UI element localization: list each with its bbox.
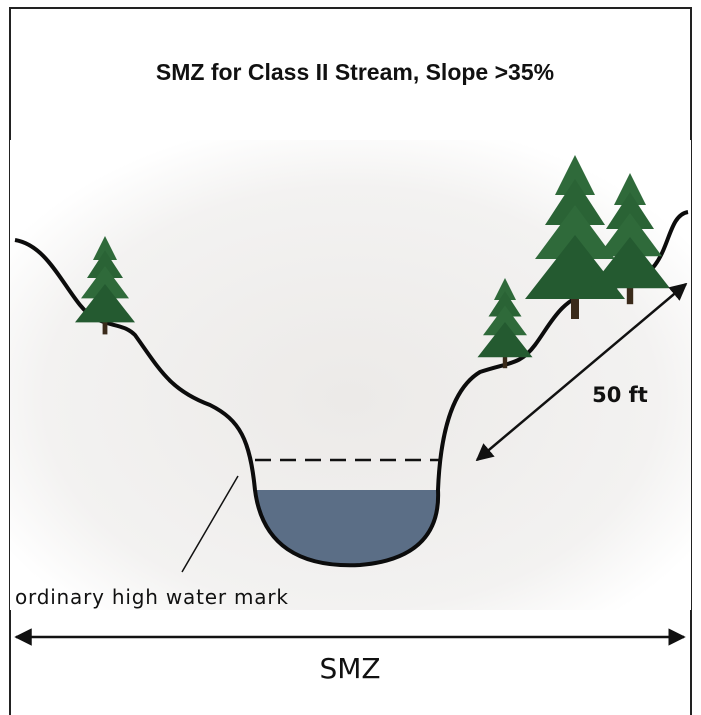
ohwm-label: ordinary high water mark: [15, 585, 289, 609]
slope-distance-label: 50 ft: [592, 383, 648, 407]
title: SMZ for Class II Stream, Slope >35%: [156, 59, 554, 85]
diagram: SMZ for Class II Stream, Slope >35% 50 f…: [0, 0, 701, 715]
zone-label: SMZ: [319, 652, 380, 685]
